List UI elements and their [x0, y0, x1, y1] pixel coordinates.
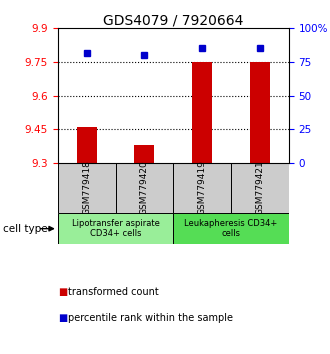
Bar	[58, 213, 173, 244]
Text: Lipotransfer aspirate
CD34+ cells: Lipotransfer aspirate CD34+ cells	[72, 219, 159, 238]
Bar	[173, 213, 289, 244]
Text: GSM779420: GSM779420	[140, 160, 149, 215]
Text: GSM779421: GSM779421	[255, 160, 264, 215]
Bar	[192, 62, 212, 163]
Text: transformed count: transformed count	[68, 287, 158, 297]
Bar	[58, 163, 115, 213]
Title: GDS4079 / 7920664: GDS4079 / 7920664	[103, 13, 244, 27]
Bar	[134, 145, 154, 163]
Bar	[115, 163, 173, 213]
Text: ■: ■	[58, 287, 67, 297]
Text: cell type: cell type	[3, 224, 48, 234]
Text: ■: ■	[58, 313, 67, 322]
Bar	[77, 127, 97, 163]
Text: Leukapheresis CD34+
cells: Leukapheresis CD34+ cells	[184, 219, 278, 238]
Bar	[231, 163, 289, 213]
Text: GSM779418: GSM779418	[82, 160, 91, 215]
Bar	[173, 163, 231, 213]
Text: percentile rank within the sample: percentile rank within the sample	[68, 313, 233, 322]
Text: GSM779419: GSM779419	[198, 160, 207, 215]
Bar	[250, 62, 270, 163]
